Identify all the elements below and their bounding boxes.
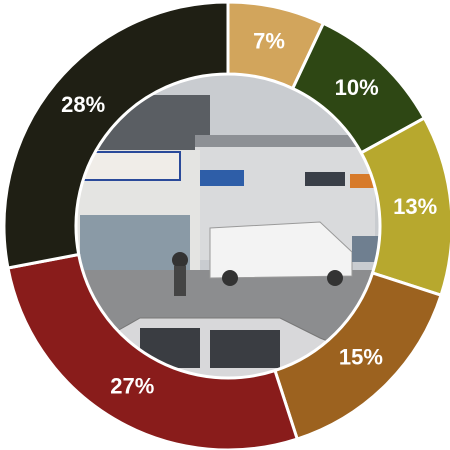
slice-label: 27% — [110, 374, 154, 399]
donut-slice — [6, 252, 300, 450]
slice-label: 7% — [253, 28, 285, 53]
donut-slice — [2, 0, 230, 270]
slice-label: 10% — [335, 75, 379, 100]
slice-label: 13% — [393, 194, 437, 219]
slice-label: 28% — [61, 92, 105, 117]
slice-label: 15% — [339, 345, 383, 370]
